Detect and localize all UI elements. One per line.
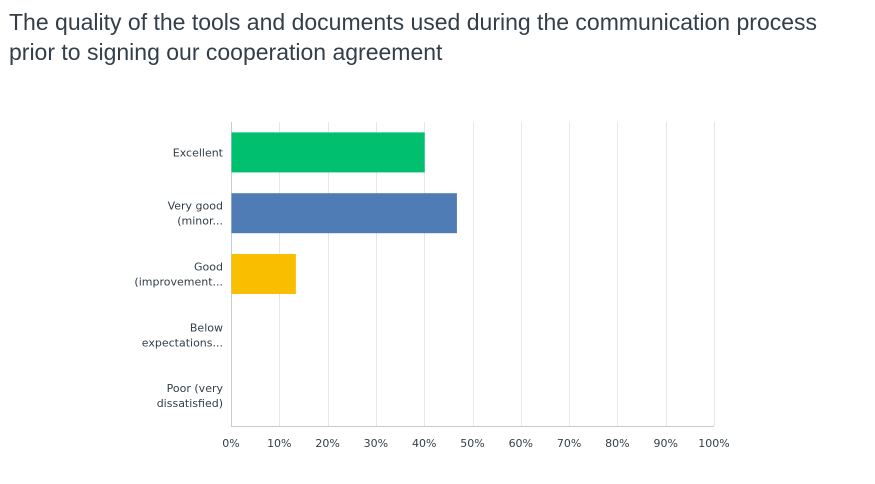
x-tick-label: 30% [364, 437, 388, 450]
category-label: dissatisfied) [157, 397, 223, 410]
category-labels: Excellent Very good (minor... Good (improvem… [134, 146, 223, 410]
x-tick-label: 90% [653, 437, 677, 450]
x-tick-labels: 0% 10% 20% 30% 40% 50% 60% 70% 80% 90% 100% [222, 437, 729, 450]
x-tick-label: 20% [315, 437, 339, 450]
x-tick-label: 60% [509, 437, 533, 450]
x-tick-label: 70% [557, 437, 581, 450]
category-label: (minor... [177, 215, 223, 228]
bar [231, 193, 457, 234]
bar [231, 254, 296, 294]
category-label: (improvement... [134, 276, 223, 289]
x-tick-label: 100% [698, 437, 729, 450]
category-label: Very good [168, 200, 223, 213]
x-tick-label: 50% [460, 437, 484, 450]
bars [231, 132, 457, 294]
category-label: Poor (very [167, 382, 224, 395]
category-label: Excellent [173, 146, 224, 159]
category-label: expectations... [142, 336, 223, 349]
x-tick-label: 40% [412, 437, 436, 450]
x-tick-label: 10% [267, 437, 291, 450]
chart-title: The quality of the tools and documents u… [9, 9, 818, 65]
category-label: Below [190, 321, 223, 334]
x-tick-label: 80% [605, 437, 629, 450]
category-label: Good [194, 261, 223, 274]
bar [231, 132, 425, 173]
x-tick-label: 0% [222, 437, 239, 450]
